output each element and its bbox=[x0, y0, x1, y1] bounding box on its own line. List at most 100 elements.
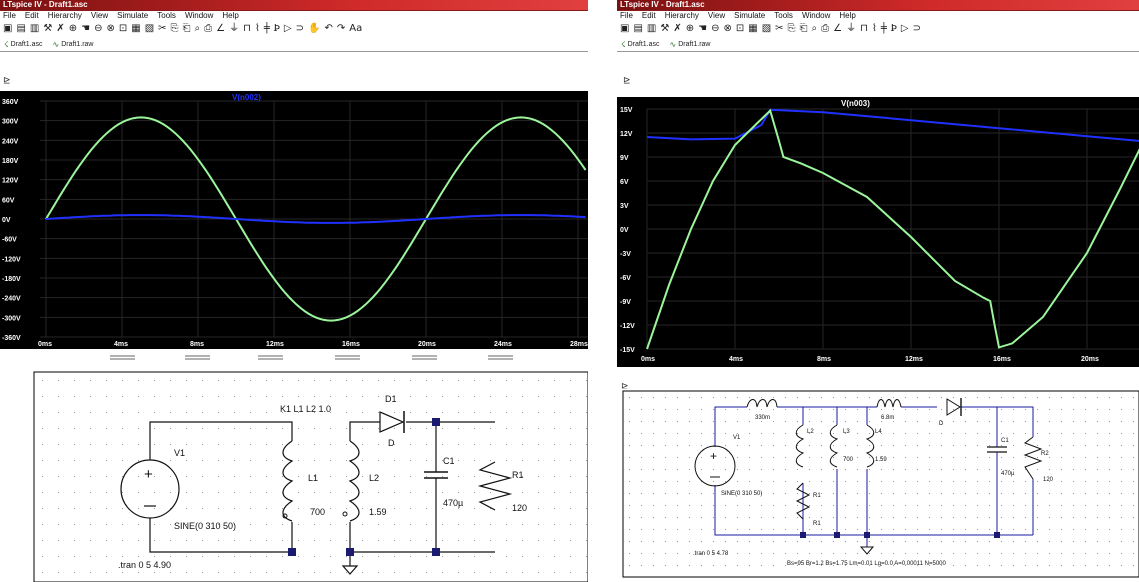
label-icon[interactable]: ⊓ bbox=[860, 23, 868, 34]
ground-symbol[interactable] bbox=[341, 565, 359, 575]
resistor-icon[interactable]: ⌇ bbox=[254, 23, 260, 34]
menu-hierarchy[interactable]: Hierarchy bbox=[664, 11, 699, 20]
diode-d1[interactable] bbox=[379, 411, 405, 433]
voltage-source-v1[interactable]: + bbox=[120, 459, 180, 519]
capacitor-icon[interactable]: ╪ bbox=[263, 23, 270, 34]
new-schematic-icon[interactable]: ▣ bbox=[3, 23, 13, 34]
inductor-l4[interactable] bbox=[865, 424, 875, 468]
inductor-icon[interactable]: Ꝧ bbox=[890, 23, 897, 34]
left-splitter[interactable] bbox=[0, 350, 588, 362]
menu-tools[interactable]: Tools bbox=[157, 11, 176, 20]
inductor-top-2[interactable] bbox=[876, 399, 902, 408]
menu-help[interactable]: Help bbox=[839, 11, 856, 20]
resistor-r1[interactable] bbox=[795, 482, 811, 520]
menu-simulate[interactable]: Simulate bbox=[117, 11, 149, 20]
cascade-icon[interactable]: ▦ bbox=[748, 23, 758, 34]
menu-help[interactable]: Help bbox=[222, 11, 239, 20]
tab-schematic[interactable]: ☇ Draft1.asc bbox=[4, 39, 43, 49]
zoom-out-icon[interactable]: ⊖ bbox=[711, 23, 720, 34]
right-schematic[interactable]: + V1 SINE(0 310 50) 330m 6.8m L2 R1 R1 L… bbox=[617, 389, 1139, 582]
right-plot-toolbar-icon[interactable]: ⊵ bbox=[623, 76, 631, 86]
zoom-out-icon[interactable]: ⊖ bbox=[94, 23, 103, 34]
component-icon[interactable]: ⊃ bbox=[295, 23, 305, 34]
label-icon[interactable]: ⊓ bbox=[243, 23, 251, 34]
autorange-icon[interactable]: ⊡ bbox=[735, 23, 745, 34]
inductor-l1[interactable] bbox=[282, 440, 294, 522]
right-title-bar[interactable]: LTspice IV - Draft1.asc bbox=[617, 0, 1139, 11]
diode-d1[interactable] bbox=[946, 398, 962, 416]
inductor-l2[interactable] bbox=[342, 440, 360, 522]
save-icon[interactable]: ▥ bbox=[29, 23, 40, 34]
zoom-fit-icon[interactable]: ⊗ bbox=[106, 23, 115, 34]
menu-hierarchy[interactable]: Hierarchy bbox=[47, 11, 82, 20]
new-schematic-icon[interactable]: ▣ bbox=[620, 23, 630, 34]
trace-label[interactable]: V(n002) bbox=[232, 93, 261, 102]
capacitor-c1[interactable] bbox=[424, 471, 448, 492]
pan-icon[interactable]: ☚ bbox=[81, 23, 91, 34]
zoom-in-icon[interactable]: ⊕ bbox=[68, 23, 78, 34]
tab-waveform[interactable]: ∿ Draft1.raw bbox=[52, 39, 94, 49]
paste-icon[interactable]: ⎗ bbox=[182, 23, 191, 34]
resistor-r1[interactable] bbox=[477, 461, 513, 511]
resistor-r2[interactable] bbox=[1023, 436, 1043, 480]
open-icon[interactable]: ▤ bbox=[633, 23, 643, 34]
capacitor-c1[interactable] bbox=[987, 446, 1007, 471]
print-icon[interactable]: ⎙ bbox=[204, 23, 213, 34]
undo-icon[interactable]: ↶ bbox=[324, 23, 333, 34]
control-panel-icon[interactable]: ⚒ bbox=[660, 23, 670, 34]
find-icon[interactable]: ⌕ bbox=[811, 23, 818, 34]
trace-label[interactable]: V(n003) bbox=[841, 99, 870, 108]
coupling-directive[interactable]: K1 L1 L2 1.0 bbox=[280, 404, 331, 414]
copy-icon[interactable]: ⎘ bbox=[787, 23, 796, 34]
resistor-icon[interactable]: ⌇ bbox=[871, 23, 877, 34]
menu-file[interactable]: File bbox=[3, 11, 16, 20]
left-title-bar[interactable]: LTspice IV - Draft1.asc bbox=[0, 0, 588, 11]
cut-icon[interactable]: ✂ bbox=[775, 23, 784, 34]
find-icon[interactable]: ⌕ bbox=[194, 23, 201, 34]
component-icon[interactable]: ⊃ bbox=[912, 23, 922, 34]
cascade-icon[interactable]: ▦ bbox=[131, 23, 141, 34]
run-icon[interactable]: ✗ bbox=[56, 23, 65, 34]
menu-view[interactable]: View bbox=[707, 11, 726, 20]
wire-icon[interactable]: ∠ bbox=[833, 23, 843, 34]
menu-tools[interactable]: Tools bbox=[774, 11, 793, 20]
ground-icon[interactable]: ⏚ bbox=[229, 23, 240, 34]
left-schematic[interactable]: + V1 SINE(0 310 50) L1 700 L2 1.59 K1 L1… bbox=[0, 366, 588, 582]
inductor-icon[interactable]: Ꝧ bbox=[273, 23, 280, 34]
menu-simulate[interactable]: Simulate bbox=[734, 11, 766, 20]
text-icon[interactable]: Aa bbox=[349, 23, 363, 34]
open-icon[interactable]: ▤ bbox=[16, 23, 26, 34]
control-panel-icon[interactable]: ⚒ bbox=[43, 23, 53, 34]
menu-edit[interactable]: Edit bbox=[24, 11, 39, 20]
voltage-source-v1[interactable]: + bbox=[694, 445, 736, 487]
redo-icon[interactable]: ↷ bbox=[336, 23, 346, 34]
menu-edit[interactable]: Edit bbox=[641, 11, 656, 20]
run-icon[interactable]: ✗ bbox=[673, 23, 682, 34]
menu-file[interactable]: File bbox=[620, 11, 633, 20]
left-waveform-plot[interactable]: 360V 300V 240V 180V 120V 60V 0V -60V -120V -180V -… bbox=[0, 91, 588, 349]
diode-icon[interactable]: ▷ bbox=[283, 23, 292, 34]
tab-schematic[interactable]: ☇ Draft1.asc bbox=[621, 39, 660, 49]
tran-directive[interactable]: .tran 0 5 4.90 bbox=[118, 560, 171, 570]
paste-icon[interactable]: ⎗ bbox=[799, 23, 808, 34]
menu-window[interactable]: Window bbox=[801, 11, 831, 20]
inductor-l2[interactable] bbox=[795, 424, 805, 468]
wire-icon[interactable]: ∠ bbox=[216, 23, 226, 34]
left-plot-toolbar-icon[interactable]: ⊵ bbox=[3, 76, 11, 86]
tran-directive[interactable]: .tran 0 5 4.78 bbox=[693, 551, 729, 557]
ground-symbol[interactable] bbox=[859, 546, 875, 555]
inductor-top-1[interactable] bbox=[746, 399, 778, 408]
inductor-l3[interactable] bbox=[829, 424, 839, 468]
menu-view[interactable]: View bbox=[90, 11, 109, 20]
zoom-in-icon[interactable]: ⊕ bbox=[685, 23, 695, 34]
tile-icon[interactable]: ▧ bbox=[761, 23, 772, 34]
pan-icon[interactable]: ☚ bbox=[698, 23, 708, 34]
autorange-icon[interactable]: ⊡ bbox=[118, 23, 128, 34]
cut-icon[interactable]: ✂ bbox=[158, 23, 167, 34]
zoom-fit-icon[interactable]: ⊗ bbox=[723, 23, 732, 34]
model-directive[interactable]: Bs=95 Br=1.2 Bs=1.75 Lm=0.01 Lg=0.0 A=0.… bbox=[787, 561, 947, 567]
save-icon[interactable]: ▥ bbox=[646, 23, 657, 34]
copy-icon[interactable]: ⎘ bbox=[170, 23, 179, 34]
menu-window[interactable]: Window bbox=[184, 11, 214, 20]
tile-icon[interactable]: ▧ bbox=[144, 23, 155, 34]
